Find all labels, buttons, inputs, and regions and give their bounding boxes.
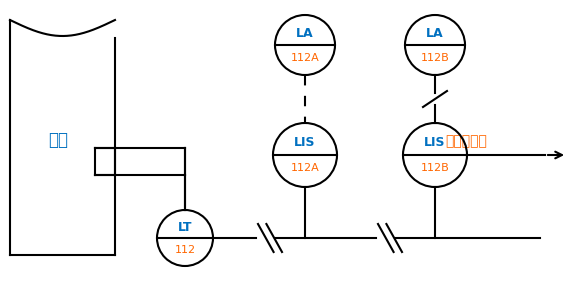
Text: 设备: 设备 bbox=[48, 131, 68, 149]
Text: 112B: 112B bbox=[421, 53, 449, 63]
Text: LA: LA bbox=[426, 27, 444, 40]
Text: 112: 112 bbox=[174, 245, 196, 255]
Text: LIS: LIS bbox=[294, 136, 316, 149]
Text: LT: LT bbox=[178, 221, 192, 234]
Text: 112A: 112A bbox=[291, 163, 320, 174]
Text: 112B: 112B bbox=[421, 163, 449, 174]
Text: 112A: 112A bbox=[291, 53, 320, 63]
Text: LA: LA bbox=[296, 27, 314, 40]
Text: LIS: LIS bbox=[424, 136, 446, 149]
Text: 至连锁系统: 至连锁系统 bbox=[445, 134, 487, 148]
